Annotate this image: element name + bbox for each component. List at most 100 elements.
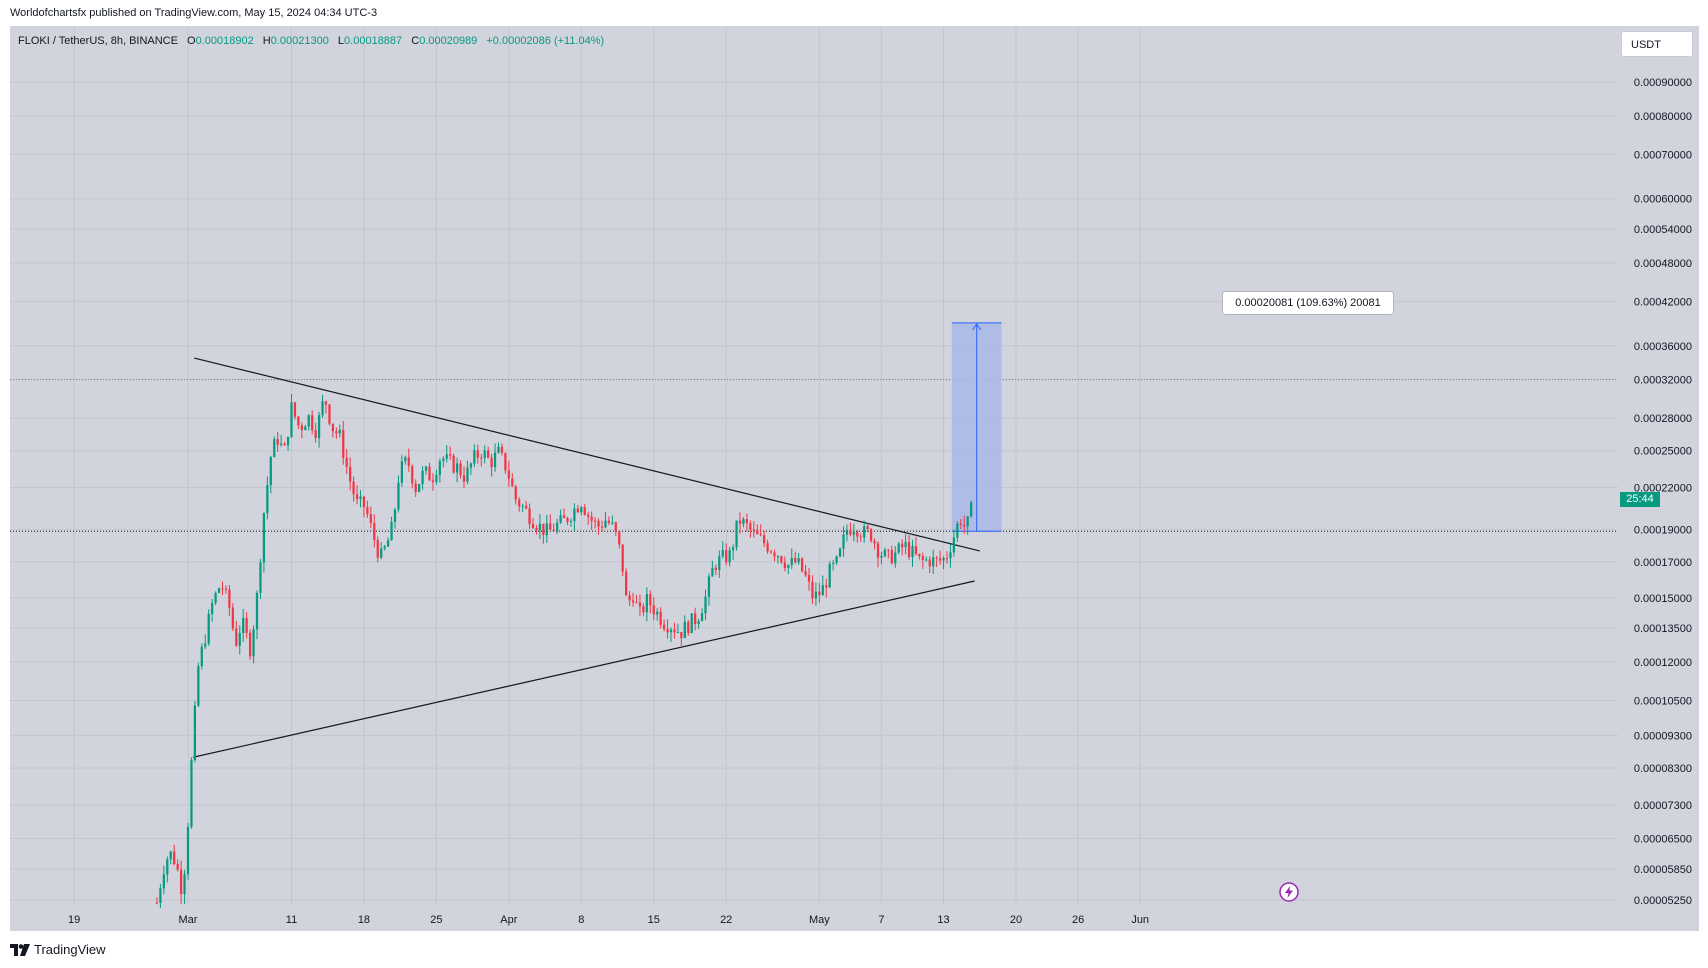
y-tick-label: 0.00048000 xyxy=(1634,258,1692,270)
candle-body xyxy=(949,552,952,559)
y-tick-label: 0.00008300 xyxy=(1634,763,1692,775)
candle-body xyxy=(759,534,762,536)
candle-body xyxy=(283,443,286,446)
candle-body xyxy=(904,542,907,548)
candle-body xyxy=(728,550,731,563)
candle-body xyxy=(856,532,859,537)
candle-body xyxy=(970,502,973,517)
candle-body xyxy=(721,550,724,557)
candle-body xyxy=(918,553,921,557)
x-tick-label: 15 xyxy=(648,914,660,926)
candle-body xyxy=(490,457,493,468)
candle-body xyxy=(452,455,455,473)
candle-body xyxy=(559,515,562,523)
y-tick-label: 0.00012000 xyxy=(1634,657,1692,669)
candle-body xyxy=(756,530,759,535)
candle-body xyxy=(242,618,245,634)
lightning-icon[interactable] xyxy=(1279,882,1299,902)
candle-body xyxy=(438,460,441,476)
candle-body xyxy=(311,415,314,431)
candle-body xyxy=(880,555,883,558)
candle-body xyxy=(376,540,379,558)
candle-body xyxy=(507,470,510,479)
candle-body xyxy=(317,415,321,439)
x-tick-label: 18 xyxy=(358,914,370,926)
candle-body xyxy=(763,535,766,544)
candle-body xyxy=(569,520,573,522)
candle-body xyxy=(293,402,297,417)
tradingview-logo-icon xyxy=(10,943,30,956)
candle-body xyxy=(887,549,890,551)
candle-body xyxy=(480,457,483,459)
y-tick-label: 0.00036000 xyxy=(1634,341,1692,353)
candle-body xyxy=(869,529,873,541)
candle-body xyxy=(355,494,359,499)
candle-body xyxy=(662,624,666,629)
candle-body xyxy=(497,446,500,453)
x-tick-label: 22 xyxy=(720,914,732,926)
candle-body xyxy=(469,463,473,468)
y-tick-label: 0.00017000 xyxy=(1634,557,1692,569)
candle-body xyxy=(649,594,652,606)
candle-body xyxy=(959,523,962,525)
candle-body xyxy=(963,524,966,527)
candle-body xyxy=(676,632,680,634)
candle-body xyxy=(845,529,849,535)
x-tick-label: May xyxy=(809,914,830,926)
candle-body xyxy=(383,546,386,549)
candle-body xyxy=(535,528,538,531)
measure-label[interactable]: 0.00020081 (109.63%) 20081 xyxy=(1222,291,1394,315)
candle-body xyxy=(921,556,924,560)
candle-body xyxy=(807,575,811,582)
candle-body xyxy=(487,450,490,458)
candle-body xyxy=(866,526,869,530)
candle-body xyxy=(300,425,303,431)
candle-body xyxy=(393,509,397,522)
candle-body xyxy=(707,576,711,597)
candle-body xyxy=(852,532,855,535)
candle-body xyxy=(380,548,383,558)
y-tick-label: 0.00070000 xyxy=(1634,149,1692,161)
candle-body xyxy=(956,523,959,538)
footer-brand: TradingView xyxy=(34,942,106,957)
candle-body xyxy=(835,556,838,563)
candle-body xyxy=(217,588,221,593)
price-axis: 0.00090000 0.00080000 0.00070000 0.00060000… xyxy=(1618,26,1692,907)
candle-body xyxy=(462,475,466,482)
candle-body xyxy=(714,567,717,570)
candle-body xyxy=(276,439,279,445)
candle-body xyxy=(248,632,252,657)
candle-body xyxy=(828,563,831,588)
candle-body xyxy=(369,514,372,523)
candle-body xyxy=(566,518,569,522)
y-tick-label: 0.00005250 xyxy=(1634,895,1692,907)
candle-body xyxy=(397,482,400,510)
candle-body xyxy=(735,520,738,548)
candle-body xyxy=(797,558,800,563)
candle-body xyxy=(314,430,317,439)
y-tick-label: 0.00090000 xyxy=(1634,77,1692,89)
candle-body xyxy=(883,549,887,556)
y-tick-label: 0.00006500 xyxy=(1634,834,1692,846)
low-value: 0.00018887 xyxy=(344,35,403,47)
candle-body xyxy=(783,562,786,569)
candle-body xyxy=(625,571,628,596)
x-tick-label: 7 xyxy=(878,914,884,926)
candle-body xyxy=(794,557,797,563)
currency-button[interactable]: USDT xyxy=(1621,31,1693,57)
y-tick-label: 0.00032000 xyxy=(1634,375,1692,387)
candle-body xyxy=(328,404,331,424)
candle-body xyxy=(514,486,517,500)
candle-body xyxy=(235,628,238,646)
candle-body xyxy=(159,888,162,903)
candle-body xyxy=(897,543,900,553)
tradingview-logo[interactable]: TradingView xyxy=(10,942,106,957)
candle-body xyxy=(704,596,707,614)
candle-body xyxy=(849,529,852,535)
candle-body xyxy=(752,529,755,531)
candle-body xyxy=(859,536,862,538)
candle-body xyxy=(538,523,542,531)
candle-body xyxy=(873,540,876,544)
candle-body xyxy=(186,827,190,875)
